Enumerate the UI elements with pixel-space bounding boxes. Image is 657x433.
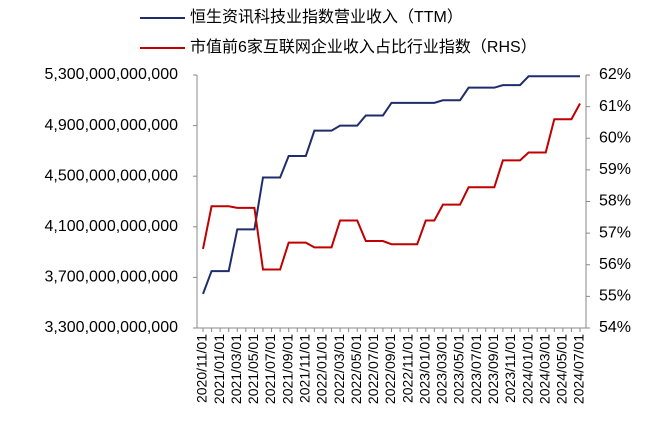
legend-label: 恒生资讯科技业指数营业收入（TTM）: [190, 8, 463, 26]
x-tick-label: 2021/01/01: [211, 334, 227, 404]
x-tick-label: 2021/05/01: [245, 334, 261, 404]
x-tick-label: 2023/01/01: [416, 334, 432, 404]
x-tick-label: 2024/05/01: [554, 334, 570, 404]
y-tick-label: 3,700,000,000,000: [45, 269, 179, 286]
y2-tick-label: 56%: [599, 256, 631, 273]
x-tick-label: 2023/05/01: [451, 334, 467, 404]
y2-tick-label: 62%: [599, 66, 631, 83]
y-tick-label: 4,100,000,000,000: [45, 218, 179, 235]
y2-tick-label: 57%: [599, 224, 631, 241]
x-tick-label: 2022/03/01: [331, 334, 347, 404]
x-tick-label: 2021/07/01: [262, 334, 278, 404]
x-tick-label: 2023/03/01: [434, 334, 450, 404]
y2-tick-label: 60%: [599, 129, 631, 146]
y2-tick-label: 58%: [599, 193, 631, 210]
x-tick-label: 2023/09/01: [485, 334, 501, 404]
legend-label: 市值前6家互联网企业收入占比行业指数（RHS）: [190, 38, 537, 56]
x-tick-label: 2021/11/01: [297, 334, 313, 403]
x-tick-label: 2024/03/01: [536, 334, 552, 404]
y-tick-label: 5,300,000,000,000: [45, 66, 179, 83]
x-tick-label: 2022/09/01: [382, 334, 398, 404]
x-tick-label: 2021/03/01: [228, 334, 244, 404]
y-tick-label: 4,500,000,000,000: [45, 167, 179, 184]
y-tick-label: 4,900,000,000,000: [45, 117, 179, 134]
x-tick-label: 2024/07/01: [571, 334, 587, 404]
y-tick-label: 3,300,000,000,000: [45, 319, 179, 336]
x-tick-label: 2022/07/01: [365, 334, 381, 404]
x-tick-label: 2022/01/01: [314, 334, 330, 404]
series-line: [202, 102, 581, 271]
series-line: [202, 75, 580, 295]
x-tick-label: 2022/11/01: [399, 334, 415, 403]
x-tick-label: 2022/05/01: [348, 334, 364, 404]
x-tick-label: 2024/01/01: [519, 334, 535, 404]
y2-tick-label: 54%: [599, 319, 631, 336]
x-tick-label: 2023/11/01: [502, 334, 518, 403]
y2-tick-label: 61%: [599, 98, 631, 115]
x-tick-label: 2021/09/01: [279, 334, 295, 404]
x-tick-label: 2020/11/01: [194, 334, 210, 403]
y2-tick-label: 55%: [599, 288, 631, 305]
x-tick-label: 2023/07/01: [468, 334, 484, 404]
y2-tick-label: 59%: [599, 161, 631, 178]
